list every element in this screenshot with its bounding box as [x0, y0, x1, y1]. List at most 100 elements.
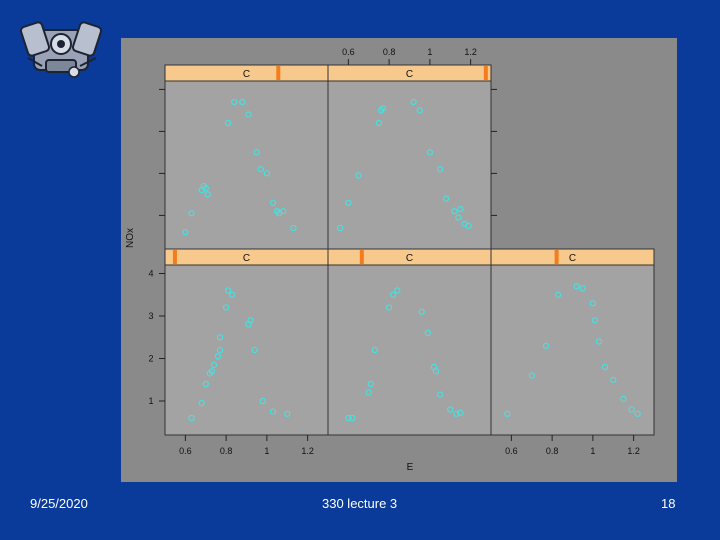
data-point — [451, 208, 458, 215]
data-point — [247, 317, 254, 324]
strip-marker-4 — [276, 66, 281, 80]
data-point — [579, 285, 586, 292]
data-point — [628, 406, 635, 413]
data-point — [390, 291, 397, 298]
data-point — [202, 185, 209, 192]
x-tick-label-bottom: 0.6 — [505, 446, 518, 456]
data-point — [610, 376, 617, 383]
data-point — [432, 368, 440, 375]
strip-label-5: C — [406, 69, 413, 80]
data-point — [504, 410, 511, 417]
data-point — [573, 283, 580, 290]
data-point — [269, 408, 277, 415]
data-point — [188, 210, 195, 217]
x-tick-label-top: 1 — [427, 47, 432, 57]
x-axis-label: E — [407, 462, 414, 473]
x-tick-label-bottom: 0.8 — [546, 446, 559, 456]
data-point — [349, 414, 356, 422]
data-point — [365, 389, 372, 396]
data-point — [371, 346, 378, 354]
data-point — [182, 229, 189, 236]
slide-footer-title: 330 lecture 3 — [322, 496, 398, 511]
data-point — [426, 149, 433, 156]
data-point — [284, 410, 291, 417]
strip-label-4: C — [243, 69, 250, 80]
y-axis-label: NOx — [125, 228, 136, 248]
data-point — [253, 149, 260, 156]
data-point — [216, 334, 224, 341]
data-point — [447, 406, 454, 413]
data-point — [337, 224, 344, 232]
data-point — [418, 308, 425, 315]
data-point — [634, 410, 641, 417]
data-point — [542, 342, 550, 349]
data-point — [443, 195, 450, 202]
data-point — [379, 105, 387, 112]
strip-3 — [490, 248, 655, 266]
x-tick-label-bottom: 0.8 — [220, 446, 233, 456]
x-tick-label-top: 0.8 — [383, 47, 396, 57]
data-point — [591, 317, 598, 324]
strip-marker-2 — [359, 250, 364, 264]
data-point — [202, 380, 209, 388]
data-point — [345, 414, 352, 422]
panel-1 — [164, 264, 329, 436]
data-point — [457, 206, 464, 213]
x-tick-label-bottom: 1.2 — [301, 446, 314, 456]
data-point — [528, 372, 535, 379]
strip-label-3: C — [569, 253, 576, 264]
data-point — [210, 361, 218, 368]
data-point — [394, 287, 401, 294]
data-point — [214, 353, 222, 360]
data-point — [555, 291, 562, 298]
data-point — [410, 98, 417, 106]
data-point — [367, 380, 374, 388]
data-point — [457, 409, 464, 416]
data-point — [437, 166, 444, 173]
trellis-scatter-chart: C C C C C 0.6 0.8 1 1.2 0.6 0.8 1 1.2 0.6 0.8 1 1.2 1 2 3 4 E… — [121, 38, 677, 482]
data-point — [216, 346, 224, 354]
slide-date: 9/25/2020 — [30, 496, 88, 511]
data-point — [424, 329, 431, 337]
x-tick-label-top: 0.6 — [342, 47, 355, 57]
y-tick-label-left: 3 — [148, 311, 153, 321]
strip-5 — [327, 64, 492, 82]
strip-marker-3 — [554, 250, 559, 264]
data-point — [280, 208, 287, 215]
data-point — [290, 224, 297, 232]
x-tick-label-bottom: 1.2 — [627, 446, 640, 456]
data-point — [208, 368, 216, 375]
data-point — [437, 391, 444, 398]
data-point — [269, 199, 277, 206]
y-tick-label-left: 1 — [148, 396, 153, 406]
data-point — [595, 338, 603, 345]
data-point — [198, 400, 205, 407]
x-tick-label-bottom: 1 — [264, 446, 269, 456]
panel-4 — [164, 80, 329, 250]
data-point — [231, 98, 238, 106]
data-point — [355, 172, 362, 179]
data-point — [455, 214, 462, 221]
y-tick-label-left: 4 — [148, 269, 153, 279]
strip-marker-5 — [483, 66, 488, 80]
data-point — [225, 287, 232, 294]
x-tick-label-top: 1.2 — [464, 47, 477, 57]
data-point — [416, 107, 423, 114]
panel-2 — [327, 264, 492, 436]
data-point — [223, 304, 230, 311]
x-tick-label-bottom: 1 — [590, 446, 595, 456]
data-point — [620, 395, 627, 402]
engine-icon — [19, 21, 103, 78]
x-tick-label-bottom: 0.6 — [179, 446, 192, 456]
data-point — [386, 304, 393, 311]
data-point — [602, 363, 609, 371]
data-point — [345, 199, 352, 206]
data-point — [375, 119, 382, 127]
data-point — [251, 346, 258, 354]
data-point — [263, 170, 270, 177]
data-point — [245, 111, 252, 118]
data-point — [225, 119, 232, 127]
data-point — [257, 166, 264, 173]
y-tick-label-left: 2 — [148, 354, 153, 364]
data-point — [453, 410, 460, 417]
